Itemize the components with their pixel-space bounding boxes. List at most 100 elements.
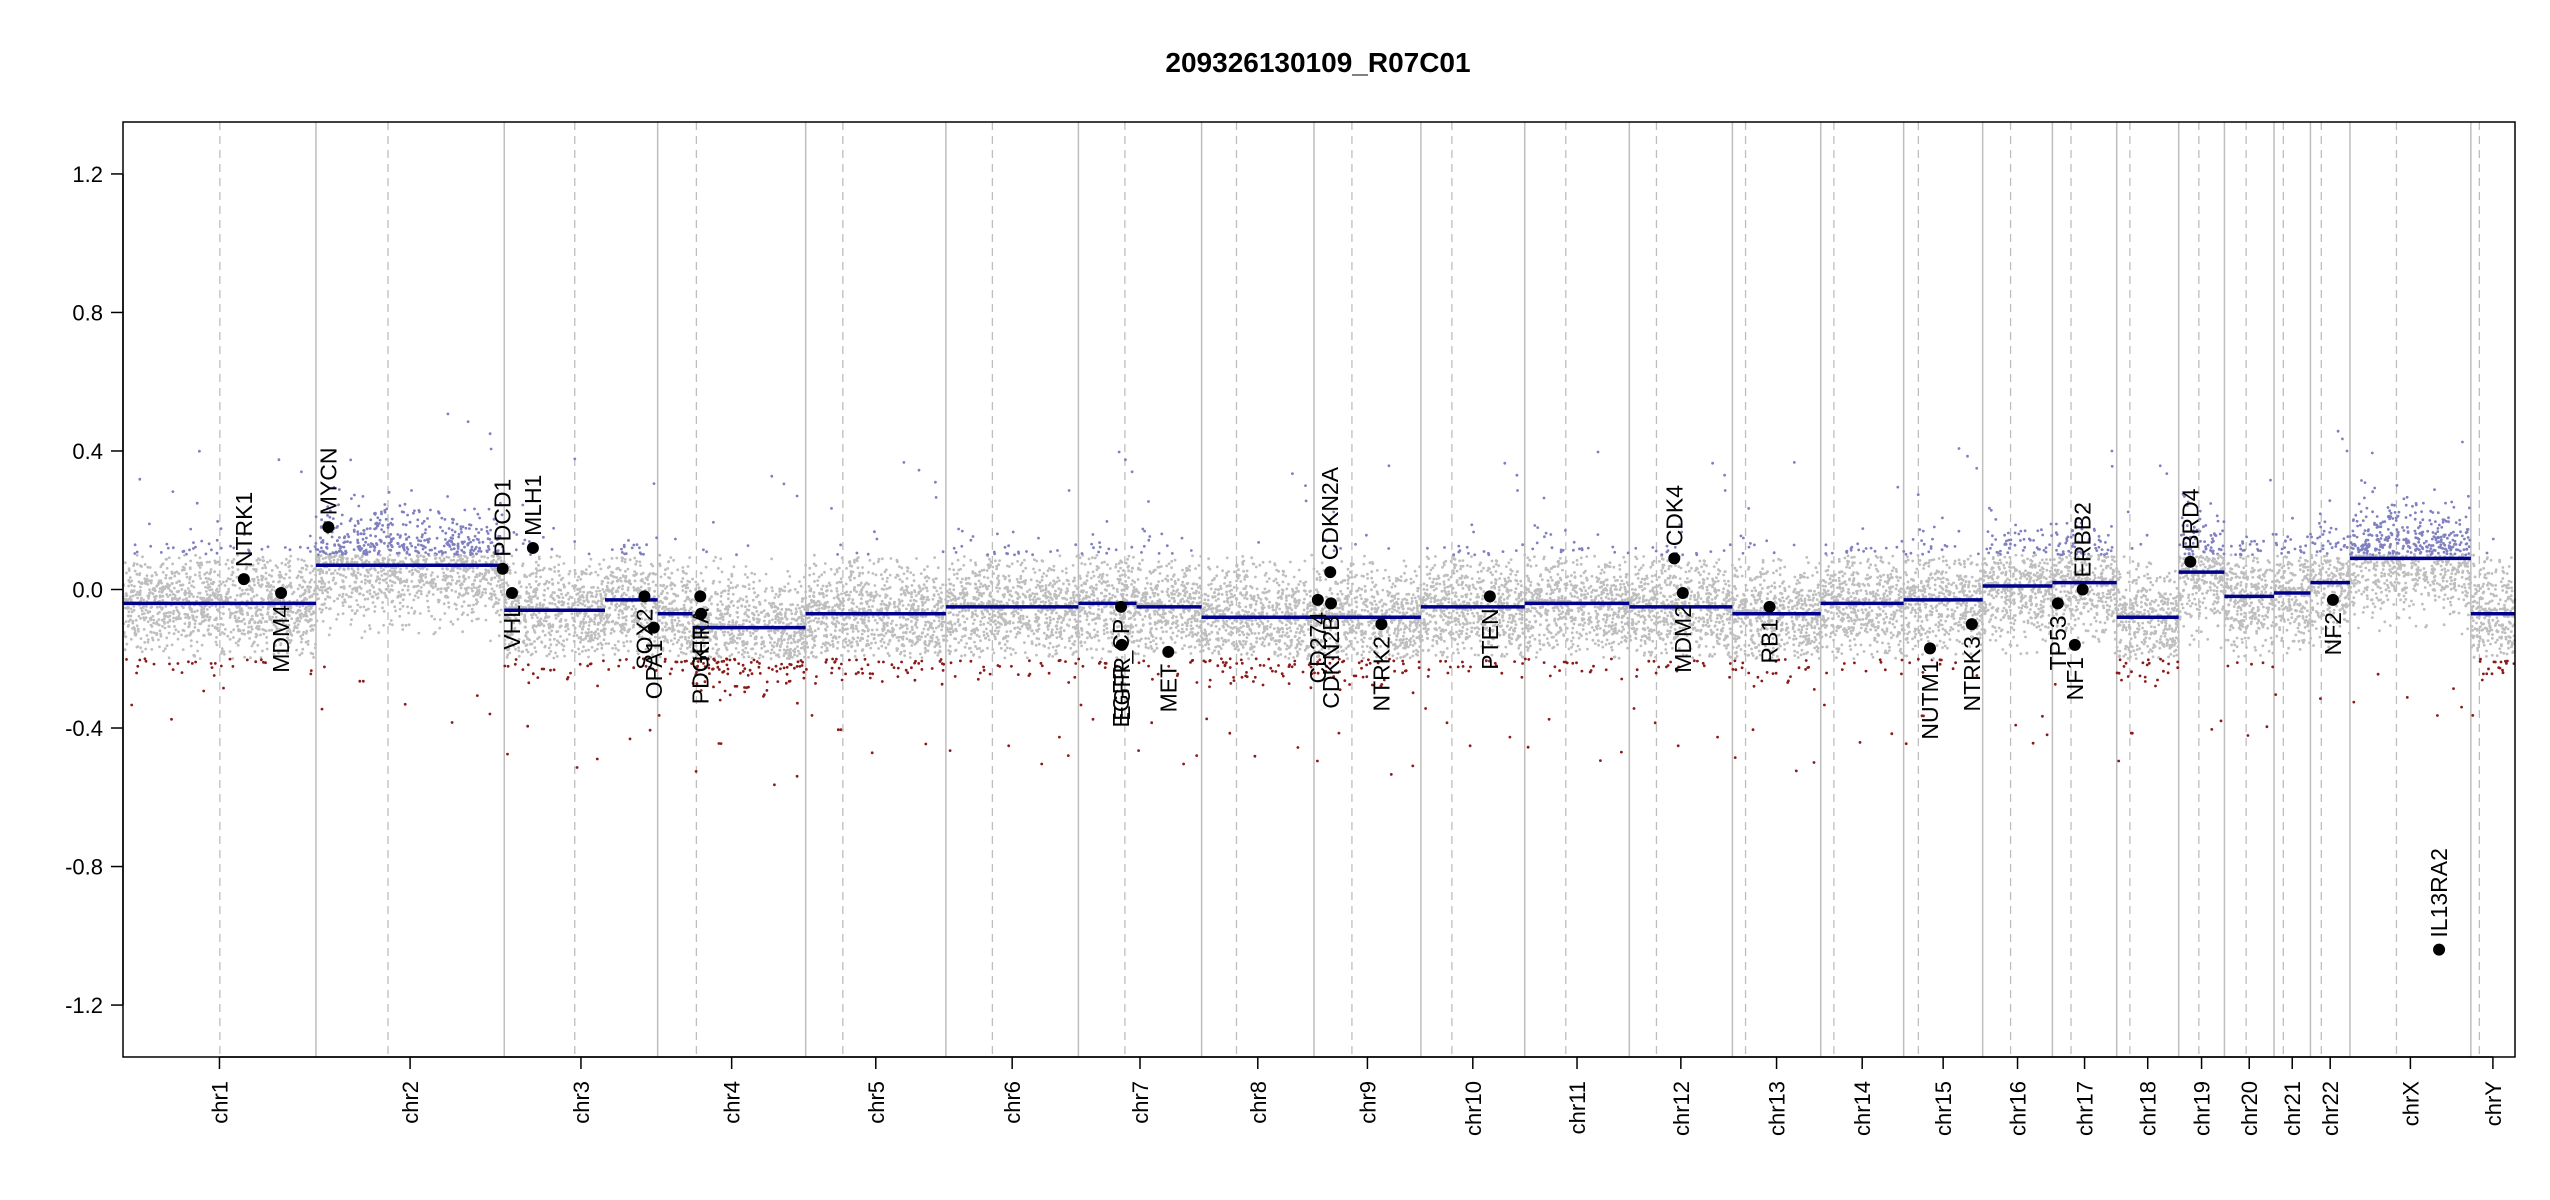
probe-point bbox=[622, 626, 626, 630]
probe-point bbox=[150, 579, 153, 583]
probe-point bbox=[485, 525, 489, 529]
probe-point bbox=[604, 642, 608, 645]
probe-point bbox=[787, 590, 791, 593]
probe-point bbox=[756, 617, 759, 621]
probe-point bbox=[460, 583, 464, 586]
probe-point bbox=[892, 602, 896, 606]
probe-point bbox=[582, 590, 586, 594]
probe-point bbox=[277, 458, 281, 462]
probe-point bbox=[378, 518, 382, 522]
probe-point bbox=[282, 605, 286, 608]
probe-point bbox=[515, 533, 519, 536]
probe-point bbox=[304, 614, 308, 618]
probe-point bbox=[147, 579, 151, 583]
probe-point bbox=[218, 580, 222, 583]
probe-point bbox=[664, 596, 667, 599]
probe-point bbox=[451, 543, 455, 546]
probe-point bbox=[870, 628, 874, 632]
probe-point bbox=[799, 634, 802, 637]
probe-point bbox=[552, 668, 556, 672]
probe-point bbox=[543, 598, 546, 602]
probe-point bbox=[649, 562, 653, 566]
probe-point bbox=[413, 509, 416, 513]
probe-point bbox=[266, 588, 269, 592]
probe-point bbox=[535, 603, 539, 606]
probe-point bbox=[402, 593, 406, 597]
probe-point bbox=[222, 612, 225, 616]
probe-point bbox=[376, 516, 380, 520]
probe-point bbox=[491, 605, 495, 609]
probe-point bbox=[286, 604, 290, 608]
probe-point bbox=[542, 566, 546, 570]
probe-point bbox=[318, 550, 322, 553]
probe-point bbox=[579, 640, 582, 644]
probe-point bbox=[260, 597, 263, 600]
probe-point bbox=[266, 611, 270, 614]
probe-point bbox=[775, 669, 779, 673]
probe-point bbox=[288, 564, 292, 568]
probe-point bbox=[176, 662, 180, 665]
probe-point bbox=[800, 636, 803, 640]
probe-point bbox=[719, 557, 723, 561]
probe-point bbox=[407, 535, 411, 539]
probe-point bbox=[830, 666, 834, 670]
probe-point bbox=[624, 618, 628, 622]
probe-point bbox=[612, 629, 616, 633]
probe-point bbox=[527, 592, 531, 595]
probe-point bbox=[321, 557, 325, 561]
probe-point bbox=[891, 634, 895, 638]
probe-point bbox=[413, 568, 417, 571]
probe-point bbox=[769, 651, 773, 655]
probe-point bbox=[717, 742, 721, 745]
probe-point bbox=[600, 580, 604, 583]
probe-point bbox=[676, 616, 680, 620]
probe-point bbox=[605, 575, 608, 579]
probe-point bbox=[237, 629, 241, 633]
probe-point bbox=[813, 580, 816, 583]
probe-point bbox=[671, 642, 675, 646]
probe-point bbox=[129, 637, 133, 641]
probe-point bbox=[556, 581, 560, 585]
probe-point bbox=[623, 558, 627, 561]
probe-point bbox=[939, 586, 942, 590]
probe-point bbox=[635, 543, 639, 546]
probe-point bbox=[746, 544, 750, 547]
probe-point bbox=[406, 605, 409, 609]
probe-point bbox=[696, 583, 700, 586]
probe-point bbox=[590, 604, 594, 608]
probe-point bbox=[903, 649, 906, 653]
probe-point bbox=[214, 592, 218, 596]
probe-point bbox=[153, 595, 156, 599]
probe-point bbox=[653, 589, 656, 593]
probe-point bbox=[362, 529, 366, 532]
probe-point bbox=[487, 597, 491, 600]
probe-point bbox=[320, 582, 324, 585]
probe-point bbox=[287, 645, 291, 649]
probe-point bbox=[622, 591, 626, 595]
probe-point bbox=[338, 593, 341, 597]
probe-point bbox=[341, 612, 345, 616]
probe-point bbox=[547, 581, 551, 584]
probe-point bbox=[554, 617, 558, 620]
probe-point bbox=[910, 584, 914, 587]
probe-point bbox=[295, 599, 299, 602]
probe-point bbox=[533, 640, 536, 643]
probe-point bbox=[188, 566, 192, 570]
probe-point bbox=[288, 548, 292, 552]
probe-point bbox=[163, 622, 167, 625]
probe-point bbox=[763, 623, 767, 626]
probe-point bbox=[374, 593, 378, 596]
probe-point bbox=[188, 622, 192, 625]
probe-point bbox=[561, 596, 565, 599]
probe-point bbox=[265, 636, 268, 639]
probe-point bbox=[393, 581, 397, 585]
probe-point bbox=[565, 638, 569, 641]
probe-point bbox=[399, 571, 403, 574]
probe-point bbox=[464, 570, 468, 573]
probe-point bbox=[776, 619, 780, 622]
probe-point bbox=[452, 547, 456, 551]
probe-point bbox=[888, 573, 892, 577]
probe-point bbox=[302, 579, 305, 582]
probe-point bbox=[196, 561, 199, 565]
probe-point bbox=[533, 631, 537, 634]
